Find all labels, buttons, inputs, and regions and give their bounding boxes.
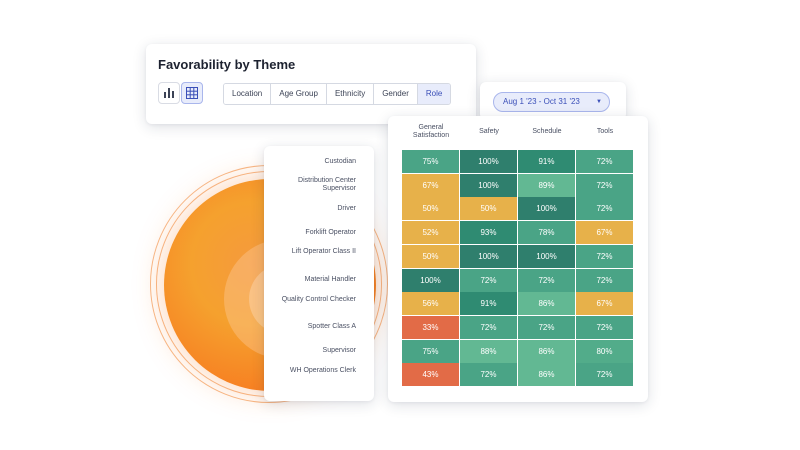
- heatmap-cell[interactable]: 100%: [518, 197, 575, 221]
- row-label: Forklift Operator: [305, 228, 356, 236]
- heatmap-cell[interactable]: 78%: [518, 221, 575, 245]
- heatmap-cell[interactable]: 93%: [460, 221, 517, 245]
- heatmap-cell[interactable]: 72%: [576, 173, 633, 197]
- heatmap-cell[interactable]: 43%: [402, 363, 459, 387]
- heatmap-cell[interactable]: 72%: [576, 197, 633, 221]
- heatmap-cell[interactable]: 72%: [460, 268, 517, 292]
- date-range-label: Aug 1 '23 - Oct 31 '23: [503, 97, 580, 106]
- heatmap-cell[interactable]: 86%: [518, 292, 575, 316]
- row-labels-card: Custodian Distribution Center Supervisor D…: [264, 146, 374, 401]
- heatmap-cell[interactable]: 72%: [460, 363, 517, 387]
- row-label: Lift Operator Class II: [291, 248, 356, 256]
- row-label: WH Operations Clerk: [289, 366, 356, 374]
- heatmap-cell[interactable]: 67%: [576, 221, 633, 245]
- heatmap-cell[interactable]: 52%: [402, 221, 459, 245]
- heatmap-cell[interactable]: 72%: [460, 315, 517, 339]
- bar-chart-view-button[interactable]: [158, 82, 180, 104]
- filter-tab-gender[interactable]: Gender: [374, 84, 418, 104]
- table-view-button[interactable]: [181, 82, 203, 104]
- heatmap-cell[interactable]: 72%: [576, 268, 633, 292]
- heatmap-cell[interactable]: 91%: [518, 150, 575, 173]
- row-label: Custodian: [324, 157, 356, 165]
- column-header: Tools: [596, 128, 614, 135]
- caret-down-icon: ▼: [596, 99, 602, 105]
- heatmap-cell[interactable]: 33%: [402, 315, 459, 339]
- heatmap-cell[interactable]: 67%: [576, 292, 633, 316]
- filter-tab-location[interactable]: Location: [224, 84, 272, 104]
- heatmap-cell[interactable]: 100%: [460, 173, 517, 197]
- heatmap-cell[interactable]: 50%: [402, 244, 459, 268]
- favorability-header-card: Favorability by Theme Location Age Group…: [146, 44, 476, 124]
- column-header: General Satisfaction: [412, 124, 450, 139]
- row-label: Distribution Center Supervisor: [298, 177, 356, 193]
- row-label: Driver: [337, 204, 356, 212]
- bar-chart-icon: [164, 88, 174, 98]
- row-label: Quality Control Checker: [281, 295, 356, 303]
- heatmap-cell[interactable]: 50%: [402, 197, 459, 221]
- heatmap-cell[interactable]: 72%: [576, 150, 633, 173]
- heatmap-cell[interactable]: 72%: [576, 363, 633, 387]
- heatmap-cell[interactable]: 50%: [460, 197, 517, 221]
- column-header: Safety: [479, 128, 499, 135]
- heatmap-cell[interactable]: 72%: [518, 315, 575, 339]
- heatmap-cell[interactable]: 72%: [518, 268, 575, 292]
- table-grid-icon: [186, 87, 198, 99]
- heatmap-cell[interactable]: 86%: [518, 339, 575, 363]
- heatmap-cell[interactable]: 100%: [460, 150, 517, 173]
- heatmap-cell[interactable]: 86%: [518, 363, 575, 387]
- row-label: Supervisor: [322, 347, 356, 355]
- column-header: Schedule: [532, 128, 562, 135]
- heatmap-card: General Satisfaction Safety Schedule Tools 7…: [388, 116, 648, 402]
- heatmap-cell[interactable]: 75%: [402, 150, 459, 173]
- heatmap-cell[interactable]: 100%: [460, 244, 517, 268]
- date-range-dropdown[interactable]: Aug 1 '23 - Oct 31 '23 ▼: [493, 92, 610, 112]
- heatmap-cell[interactable]: 72%: [576, 315, 633, 339]
- filter-tab-ethnicity[interactable]: Ethnicity: [326, 84, 375, 104]
- row-label: Spotter Class A: [307, 323, 356, 331]
- heatmap-cell[interactable]: 67%: [402, 173, 459, 197]
- heatmap-cell[interactable]: 88%: [460, 339, 517, 363]
- heatmap-cell[interactable]: 89%: [518, 173, 575, 197]
- page-title: Favorability by Theme: [158, 57, 296, 72]
- heatmap-cell[interactable]: 80%: [576, 339, 633, 363]
- row-label: Material Handler: [304, 276, 356, 283]
- heatmap-cell[interactable]: 75%: [402, 339, 459, 363]
- filter-tab-age-group[interactable]: Age Group: [271, 84, 327, 104]
- heatmap-cell[interactable]: 91%: [460, 292, 517, 316]
- heatmap-cell[interactable]: 100%: [402, 268, 459, 292]
- heatmap-cell[interactable]: 100%: [518, 244, 575, 268]
- date-range-card: Aug 1 '23 - Oct 31 '23 ▼: [480, 82, 626, 120]
- heatmap-cell[interactable]: 72%: [576, 244, 633, 268]
- filter-tab-group: Location Age Group Ethnicity Gender Role: [223, 83, 452, 105]
- heatmap-cell[interactable]: 56%: [402, 292, 459, 316]
- filter-tab-role[interactable]: Role: [417, 84, 451, 104]
